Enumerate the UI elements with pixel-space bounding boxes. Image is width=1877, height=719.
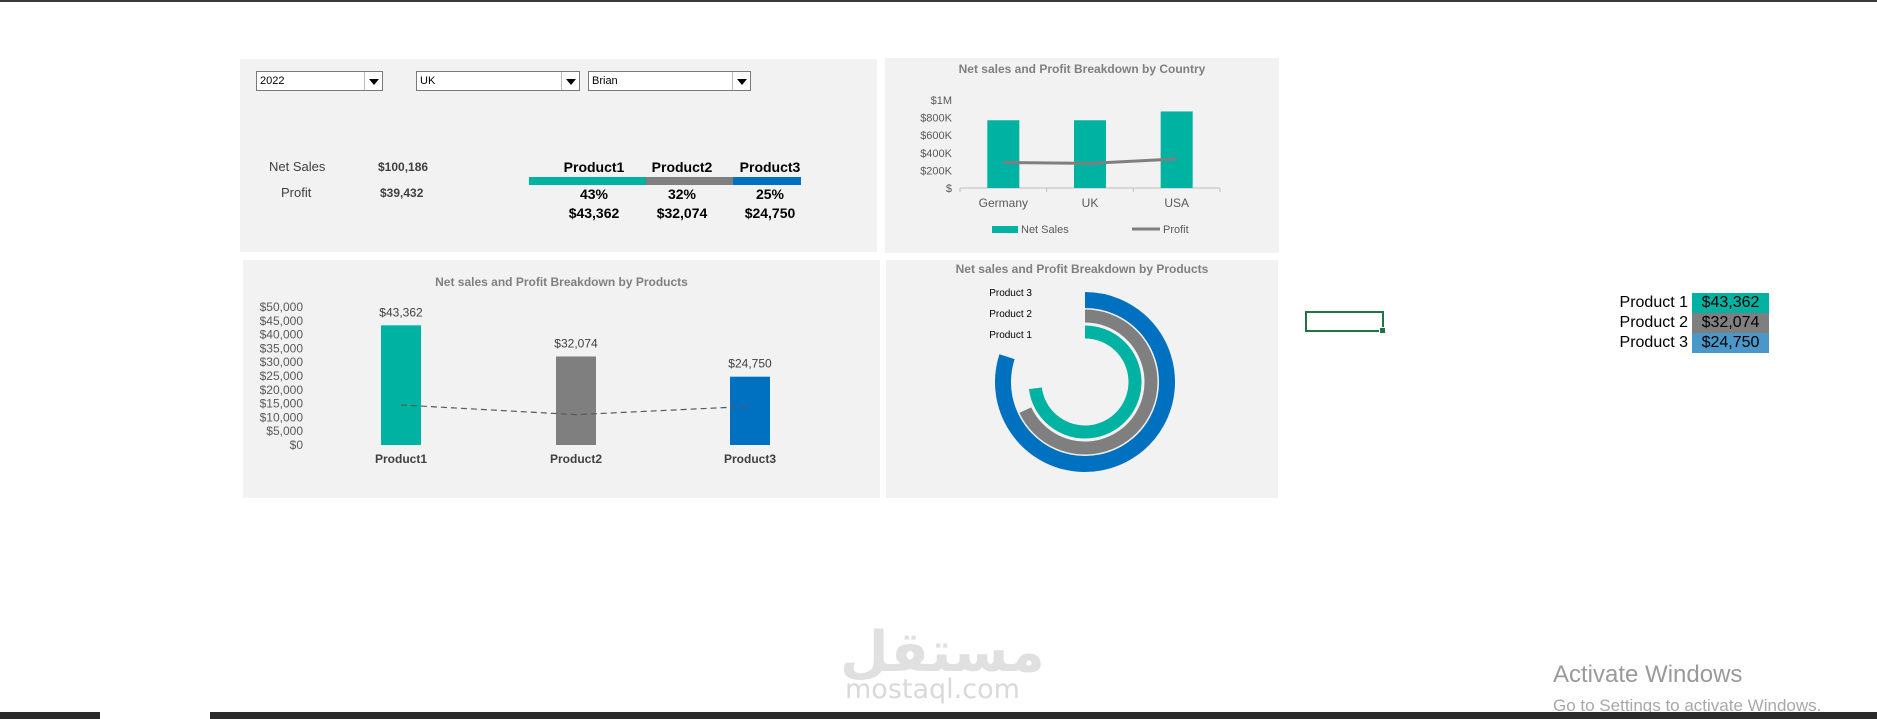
- kpi-panel: 2022 UK Brian Net Sales $100,186 Profit …: [240, 59, 877, 252]
- watermark-logo-latin: mostaql.com: [845, 674, 1020, 705]
- profit-label: Profit: [281, 185, 312, 200]
- product3-header: Product3: [739, 159, 801, 175]
- active-sheet-tab[interactable]: [100, 712, 210, 719]
- data-label: $43,362: [379, 305, 423, 319]
- radial-arc-product-2: [1019, 309, 1158, 455]
- y-tick-label: $10,000: [260, 410, 304, 424]
- net-sales-value: $100,186: [378, 160, 429, 174]
- data-label: $32,074: [554, 336, 598, 350]
- chevron-down-icon[interactable]: [364, 72, 382, 90]
- radial-label: Product 2: [989, 309, 1032, 320]
- side-label-2: Product 2: [1619, 314, 1688, 331]
- watermark-logo-arabic: مستقل: [840, 620, 1045, 685]
- product3-amount: $24,750: [744, 205, 796, 221]
- x-tick-label: Product2: [550, 452, 602, 466]
- product3-share: 25%: [755, 186, 785, 202]
- bar-product1: [381, 325, 421, 445]
- share-segment-2: [645, 177, 733, 185]
- bar-usa: [1160, 111, 1193, 188]
- country-chart[interactable]: $ $200K $400K $600K $800K $1M Germany UK USA Net …: [885, 58, 1279, 253]
- radial-arc-product-3: [995, 292, 1175, 472]
- fill-handle[interactable]: [1379, 327, 1386, 334]
- year-dropdown[interactable]: 2022: [256, 71, 383, 91]
- share-segment-1: [529, 177, 646, 185]
- product1-header: Product1: [563, 159, 625, 175]
- country-dropdown[interactable]: UK: [416, 71, 580, 91]
- radial-arc-product-1: [1028, 325, 1142, 439]
- side-value-2: $32,074: [1692, 313, 1769, 333]
- product1-amount: $43,362: [568, 205, 620, 221]
- y-tick-label: $1M: [931, 95, 952, 107]
- selected-cell[interactable]: [1305, 311, 1386, 334]
- y-tick-label: $35,000: [260, 341, 304, 355]
- country-chart-panel[interactable]: Net sales and Profit Breakdown by Countr…: [885, 58, 1279, 253]
- activate-windows-title: Activate Windows: [1553, 661, 1743, 688]
- x-tick-label: UK: [1082, 196, 1099, 210]
- side-label-3: Product 3: [1619, 334, 1688, 351]
- x-tick-label: Product3: [724, 452, 776, 466]
- salesperson-dropdown[interactable]: Brian: [588, 71, 751, 91]
- net-sales-label: Net Sales: [269, 159, 326, 174]
- side-value-1: $43,362: [1692, 293, 1769, 313]
- legend-profit-label: Profit: [1163, 224, 1189, 236]
- radial-chart[interactable]: Product 3 Product 2 Product 1: [886, 260, 1278, 498]
- product2-share: 32%: [667, 186, 697, 202]
- bar-germany: [987, 120, 1020, 188]
- product2-amount: $32,074: [656, 205, 708, 221]
- profit-line: [1003, 157, 1177, 165]
- products-chart-panel[interactable]: Net sales and Profit Breakdown by Produc…: [243, 260, 880, 498]
- products-chart-title: Net sales and Profit Breakdown by Produc…: [435, 275, 688, 289]
- y-tick-label: $800K: [920, 113, 952, 125]
- profit-dashed-line: [400, 404, 751, 416]
- radial-label: Product 3: [989, 288, 1032, 299]
- y-tick-label: $400K: [920, 148, 952, 160]
- bar-uk: [1074, 120, 1106, 188]
- products-chart[interactable]: $0$5,000$10,000$15,000$20,000$25,000$30,…: [243, 260, 880, 498]
- legend-net-sales-label: Net Sales: [1021, 224, 1069, 236]
- sheet-tab-bar: [0, 712, 1877, 719]
- y-tick-label: $: [946, 183, 952, 195]
- chevron-down-icon[interactable]: [561, 72, 579, 90]
- x-tick-label: USA: [1164, 196, 1189, 210]
- y-tick-label: $5,000: [266, 424, 303, 438]
- x-tick-label: Product1: [375, 452, 427, 466]
- salesperson-value: Brian: [592, 75, 618, 87]
- y-tick-label: $15,000: [260, 397, 304, 411]
- activate-windows-subtitle: Go to Settings to activate Windows.: [1553, 696, 1822, 715]
- product1-share: 43%: [579, 186, 609, 202]
- y-tick-label: $30,000: [260, 355, 304, 369]
- radial-chart-panel[interactable]: Net sales and Profit Breakdown by Produc…: [886, 260, 1278, 498]
- window-top-border: [0, 0, 1877, 2]
- y-tick-label: $45,000: [260, 314, 304, 328]
- profit-value: $39,432: [380, 186, 424, 200]
- x-tick-label: Germany: [979, 196, 1028, 210]
- y-tick-label: $200K: [920, 165, 952, 177]
- bar-product3: [730, 376, 770, 445]
- legend-net-sales-swatch: [992, 226, 1018, 233]
- y-tick-label: $25,000: [260, 369, 304, 383]
- year-value: 2022: [260, 75, 285, 87]
- country-chart-title: Net sales and Profit Breakdown by Countr…: [958, 62, 1206, 76]
- share-segment-3: [733, 177, 801, 185]
- radial-chart-title: Net sales and Profit Breakdown by Produc…: [955, 262, 1209, 276]
- country-value: UK: [420, 75, 436, 87]
- data-label: $24,750: [728, 357, 772, 371]
- radial-label: Product 1: [989, 330, 1032, 341]
- bar-product2: [556, 356, 596, 445]
- product2-header: Product2: [651, 159, 713, 175]
- y-tick-label: $0: [290, 438, 304, 452]
- side-label-1: Product 1: [1619, 294, 1688, 311]
- side-value-3: $24,750: [1692, 333, 1769, 353]
- chevron-down-icon[interactable]: [732, 72, 750, 90]
- y-tick-label: $600K: [920, 130, 952, 142]
- y-tick-label: $40,000: [260, 328, 304, 342]
- y-tick-label: $50,000: [260, 300, 304, 314]
- y-tick-label: $20,000: [260, 383, 304, 397]
